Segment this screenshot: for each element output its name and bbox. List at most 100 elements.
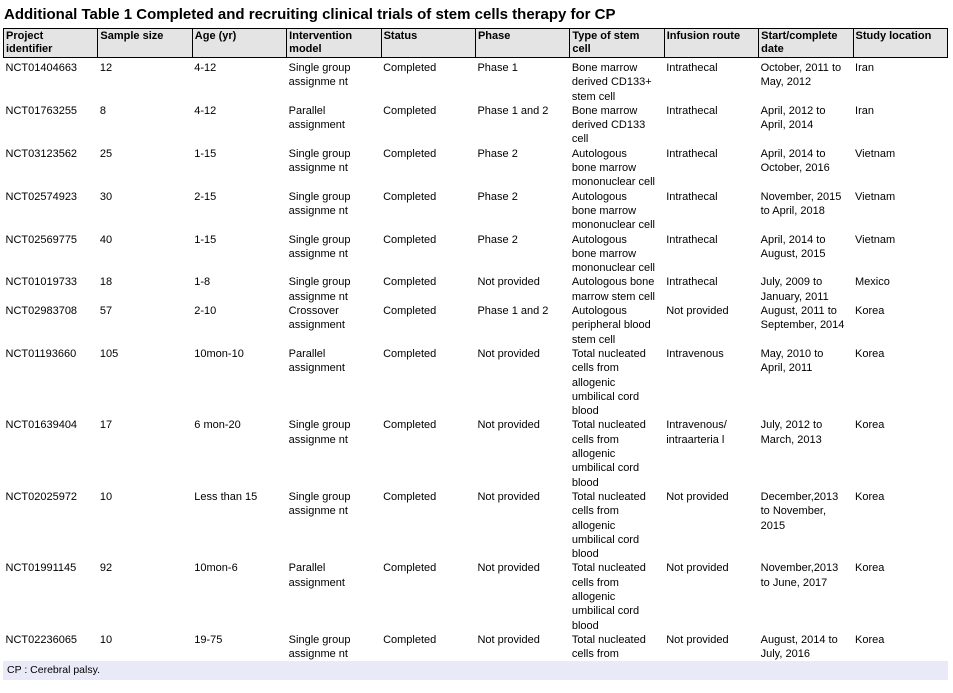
- table-cell: Intrathecal: [666, 62, 718, 74]
- table-cell: NCT02574923: [5, 190, 78, 203]
- table-cell: Phase 1 and 2: [477, 305, 549, 318]
- table-cell: Completed: [383, 305, 437, 318]
- table-cell: Autologous bone marrow mononuclear cell: [571, 190, 655, 232]
- table-cell: Phase 2: [477, 147, 518, 160]
- table-cell: Vietnam: [855, 190, 896, 203]
- table-cell: Completed: [383, 347, 437, 360]
- table-cell: 4-12: [194, 62, 217, 74]
- table-row: NCT01991145 92 10mon-6 Parallel assignment C…: [4, 561, 948, 632]
- table-cell: Mexico: [855, 276, 890, 289]
- table-cell: Completed: [383, 490, 437, 503]
- table-cell: NCT01019733: [5, 276, 78, 289]
- table-row: NCT02569775 40 1-15 Single group assignme n…: [4, 233, 948, 276]
- table-cell: 105: [99, 347, 119, 360]
- table-cell: Not provided: [477, 633, 540, 646]
- table-cell: Intrathecal: [666, 104, 718, 117]
- table-cell: Autologous bone marrow stem cell: [571, 276, 655, 303]
- table-cell: 10mon-10: [194, 347, 244, 360]
- table-cell: 30: [99, 190, 113, 203]
- column-header: Status: [380, 28, 476, 58]
- column-header: Age (yr): [191, 28, 288, 58]
- table-cell: Completed: [383, 190, 437, 203]
- table-cell: Bone marrow derived CD133+ stem cell: [571, 62, 652, 103]
- table-cell: 1-15: [194, 147, 217, 160]
- table-cell: Intrathecal: [666, 276, 718, 289]
- table-cell: NCT01404663: [5, 62, 78, 74]
- table-cell: 2-10: [194, 305, 217, 318]
- table-cell: Single group assignme nt: [288, 419, 351, 446]
- table-cell: Less than 15: [194, 490, 258, 503]
- table-cell: Not provided: [666, 305, 729, 318]
- table-cell: Intravenous/ intraarteria l: [666, 419, 727, 446]
- table-cell: Korea: [855, 562, 885, 575]
- table-cell: Completed: [383, 419, 437, 432]
- table-cell: Vietnam: [855, 233, 896, 246]
- table-cell: May, 2010 to April, 2011: [760, 347, 824, 375]
- table-cell: 6 mon-20: [194, 419, 241, 432]
- table-cell: NCT02983708: [5, 305, 78, 318]
- table-cell: Completed: [383, 104, 437, 117]
- table-cell: 10: [99, 490, 113, 503]
- table-cell: 1-15: [194, 233, 217, 246]
- table-cell: 2-15: [194, 190, 217, 203]
- table-cell: Not provided: [666, 490, 729, 503]
- table-cell: Autologous bone marrow mononuclear cell: [571, 233, 655, 275]
- table-row: NCT01404663 12 4-12 Single group assignme n…: [4, 58, 948, 104]
- table-cell: 4-12: [194, 104, 217, 117]
- table-cell: Intrathecal: [666, 147, 718, 160]
- table-cell: July, 2012 to March, 2013: [760, 419, 823, 446]
- table-cell: Korea: [855, 490, 885, 503]
- table-cell: 40: [99, 233, 113, 246]
- table-cell: Phase 1 and 2: [477, 104, 549, 117]
- table-cell: Single group assignme nt: [288, 147, 351, 175]
- table-cell: Completed: [383, 147, 437, 160]
- table-cell: Not provided: [666, 562, 729, 575]
- table-cell: Not provided: [477, 490, 540, 503]
- table-cell: NCT02569775: [5, 233, 78, 246]
- table-cell: Phase 2: [477, 190, 518, 203]
- table-cell: April, 2012 to April, 2014: [760, 104, 826, 132]
- table-cell: NCT01991145: [5, 562, 77, 575]
- table-cell: 17: [99, 419, 113, 432]
- table-cell: Completed: [383, 233, 437, 246]
- table-cell: Korea: [855, 305, 885, 318]
- table-cell: Completed: [383, 62, 437, 74]
- table-cell: Autologous peripheral blood stem cell: [571, 305, 651, 346]
- table-cell: 25: [99, 147, 113, 160]
- table-cell: April, 2014 to October, 2016: [760, 147, 830, 175]
- table-cell: Intrathecal: [666, 190, 718, 203]
- table-cell: NCT01763255: [5, 104, 78, 117]
- table-row: NCT01193660 105 10mon-10 Parallel assignmen…: [4, 347, 948, 418]
- column-header: Project identifier: [2, 28, 99, 58]
- table-cell: August, 2014 to July, 2016: [760, 633, 838, 661]
- table-cell: 8: [99, 104, 107, 117]
- table-cell: NCT02025972: [5, 490, 78, 503]
- table-cell: Intrathecal: [666, 233, 718, 246]
- table-cell: Total nucleated cells from allogenic umb…: [571, 419, 646, 489]
- table-cell: NCT03123562: [5, 147, 78, 160]
- table-cell: Completed: [383, 633, 437, 646]
- table-cell: Total nucleated cells from: [571, 633, 646, 661]
- table-cell: 92: [99, 562, 113, 575]
- table-cell: 57: [99, 305, 113, 318]
- table-body: NCT01404663 12 4-12 Single group assignme n…: [4, 58, 948, 662]
- table-cell: NCT02236065: [5, 633, 78, 646]
- table-cell: Completed: [383, 562, 437, 575]
- table-cell: Phase 1: [477, 62, 518, 74]
- table-cell: Crossover assignment: [288, 305, 345, 332]
- table-cell: April, 2014 to August, 2015: [760, 233, 826, 260]
- table-cell: 12: [99, 62, 113, 74]
- table-cell: NCT01193660: [5, 347, 77, 360]
- table-cell: 10mon-6: [194, 562, 238, 575]
- table-cell: October, 2011 to May, 2012: [760, 62, 842, 89]
- table-header: Project identifier Sample size Age (yr) Int…: [2, 28, 949, 58]
- column-header: Intervention model: [286, 28, 382, 58]
- table-cell: Single group assignme nt: [288, 276, 351, 303]
- column-header: Type of stem cell: [569, 28, 665, 58]
- table-cell: July, 2009 to January, 2011: [760, 276, 829, 303]
- table-cell: Total nucleated cells from allogenic umb…: [571, 490, 646, 561]
- table-cell: Iran: [855, 62, 874, 74]
- table-cell: Total nucleated cells from allogenic umb…: [571, 347, 646, 418]
- table-cell: 1-8: [194, 276, 211, 289]
